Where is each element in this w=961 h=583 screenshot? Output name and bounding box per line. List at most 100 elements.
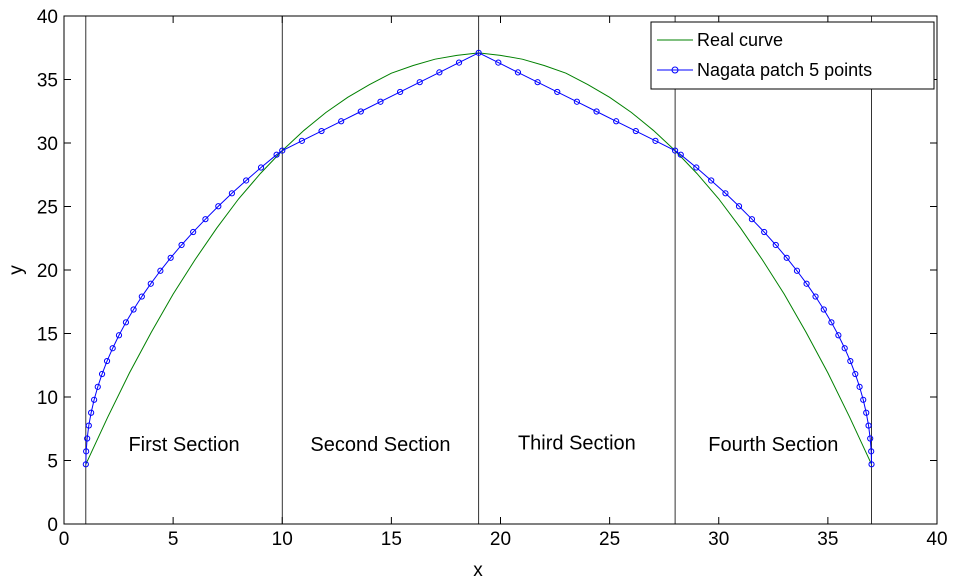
series-1-point-54 — [783, 254, 790, 261]
series-1-point-13 — [138, 293, 145, 300]
series-1-point-63 — [852, 370, 859, 378]
series-1-point-57 — [812, 293, 819, 300]
series-1-point-67 — [865, 422, 872, 429]
series-1-point-8 — [103, 357, 111, 365]
series-1-point-28 — [338, 118, 345, 125]
series-1-point-7 — [98, 370, 106, 378]
series-1-point-4 — [88, 409, 95, 416]
series-1-point-35 — [475, 49, 482, 56]
series-1-point-34 — [455, 59, 463, 66]
series-1-point-23 — [257, 164, 265, 171]
series-1-point-68 — [867, 435, 874, 442]
section-label-3: Fourth Section — [708, 434, 838, 456]
x-tick-label-1: 5 — [168, 529, 179, 550]
series-1-point-47 — [693, 164, 700, 171]
series-1-point-9 — [109, 345, 116, 352]
series-layer — [82, 49, 875, 468]
series-1-point-39 — [554, 88, 561, 96]
series-1-point-38 — [534, 79, 541, 86]
y-tick-label-6: 30 — [37, 134, 58, 155]
series-1-point-40 — [573, 98, 580, 105]
legend-label-nagata: Nagata patch 5 points — [697, 60, 872, 80]
y-tick-label-3: 15 — [37, 325, 58, 346]
series-1-point-50 — [735, 203, 743, 210]
series-1-point-49 — [722, 190, 729, 197]
series-1-point-44 — [652, 137, 659, 144]
series-1-point-1 — [83, 448, 90, 455]
series-1-point-51 — [748, 216, 756, 223]
y-tick-label-1: 5 — [47, 452, 58, 473]
x-tick-label-7: 35 — [817, 529, 838, 550]
legend-marker-nagata — [671, 66, 679, 74]
series-1-point-30 — [377, 98, 384, 105]
section-label-2: Third Section — [518, 433, 636, 455]
y-tick-label-2: 10 — [37, 388, 58, 409]
series-1-point-60 — [835, 332, 842, 339]
y-tick-label-4: 20 — [37, 261, 58, 282]
series-1-point-14 — [147, 280, 154, 287]
series-1-point-3 — [85, 422, 92, 429]
series-1-point-52 — [761, 228, 768, 236]
x-tick-label-5: 25 — [599, 529, 620, 550]
section-labels: First Section Second Section Third Section… — [128, 433, 838, 456]
legend-box — [650, 21, 935, 90]
series-1-point-55 — [793, 267, 801, 274]
series-1-point-29 — [357, 108, 364, 115]
series-1-point-19 — [202, 216, 209, 223]
series-1-point-17 — [178, 241, 185, 249]
series-1-point-61 — [841, 345, 848, 352]
series-1-point-31 — [397, 88, 404, 96]
series-1-point-42 — [613, 118, 620, 125]
series-1-point-64 — [856, 383, 863, 390]
ticks: 0 5 10 15 20 25 30 35 40 0 5 10 15 20 25 30 35 40 — [37, 7, 948, 550]
y-axis-title: y — [6, 265, 27, 275]
series-1-point-46 — [677, 151, 684, 158]
y-tick-label-5: 25 — [37, 198, 58, 219]
series-1-point-59 — [828, 319, 835, 326]
series-1-point-33 — [436, 69, 443, 76]
series-1-point-66 — [863, 409, 870, 416]
series-1-point-69 — [868, 448, 875, 455]
x-tick-label-0: 0 — [59, 529, 70, 550]
series-1-point-36 — [495, 59, 502, 66]
legend-label-real-curve: Real curve — [697, 30, 783, 50]
section-label-1: Second Section — [310, 434, 450, 456]
section-label-0: First Section — [128, 434, 239, 456]
y-tick-label-8: 40 — [37, 7, 58, 28]
series-1-point-45 — [672, 147, 679, 154]
x-tick-label-8: 40 — [926, 529, 947, 550]
x-tick-label-4: 20 — [490, 529, 511, 550]
series-1-point-43 — [632, 127, 639, 135]
section-boundaries — [85, 16, 872, 524]
x-tick-label-3: 15 — [381, 529, 402, 550]
series-1-point-22 — [243, 177, 250, 184]
series-1-point-11 — [122, 319, 130, 326]
series-1-point-62 — [847, 357, 854, 365]
series-1-point-24 — [273, 151, 280, 158]
x-axis-title: x — [473, 560, 483, 581]
series-1-point-0 — [82, 461, 89, 468]
x-tick-label-2: 10 — [272, 529, 293, 550]
series-1-point-27 — [318, 127, 325, 135]
series-1-point-26 — [298, 137, 305, 144]
legend: Real curve Nagata patch 5 points — [650, 21, 935, 90]
series-1-point-10 — [115, 332, 123, 339]
series-1-point-70 — [868, 461, 875, 468]
series-1-point-32 — [416, 79, 423, 86]
series-1-point-58 — [820, 306, 827, 313]
series-1-point-15 — [157, 267, 164, 274]
y-tick-label-7: 35 — [37, 71, 58, 92]
series-1-point-16 — [167, 254, 174, 261]
series-1-point-6 — [94, 383, 101, 390]
series-1-point-12 — [130, 306, 137, 313]
series-line-1 — [85, 52, 873, 465]
series-1-point-37 — [514, 69, 522, 76]
series-1-point-25 — [279, 147, 286, 154]
series-1-point-5 — [91, 396, 98, 403]
series-1-point-56 — [803, 280, 810, 287]
series-1-point-48 — [708, 177, 715, 184]
series-1-point-53 — [772, 241, 779, 249]
series-1-point-41 — [593, 108, 600, 115]
y-tick-label-0: 0 — [47, 515, 58, 536]
